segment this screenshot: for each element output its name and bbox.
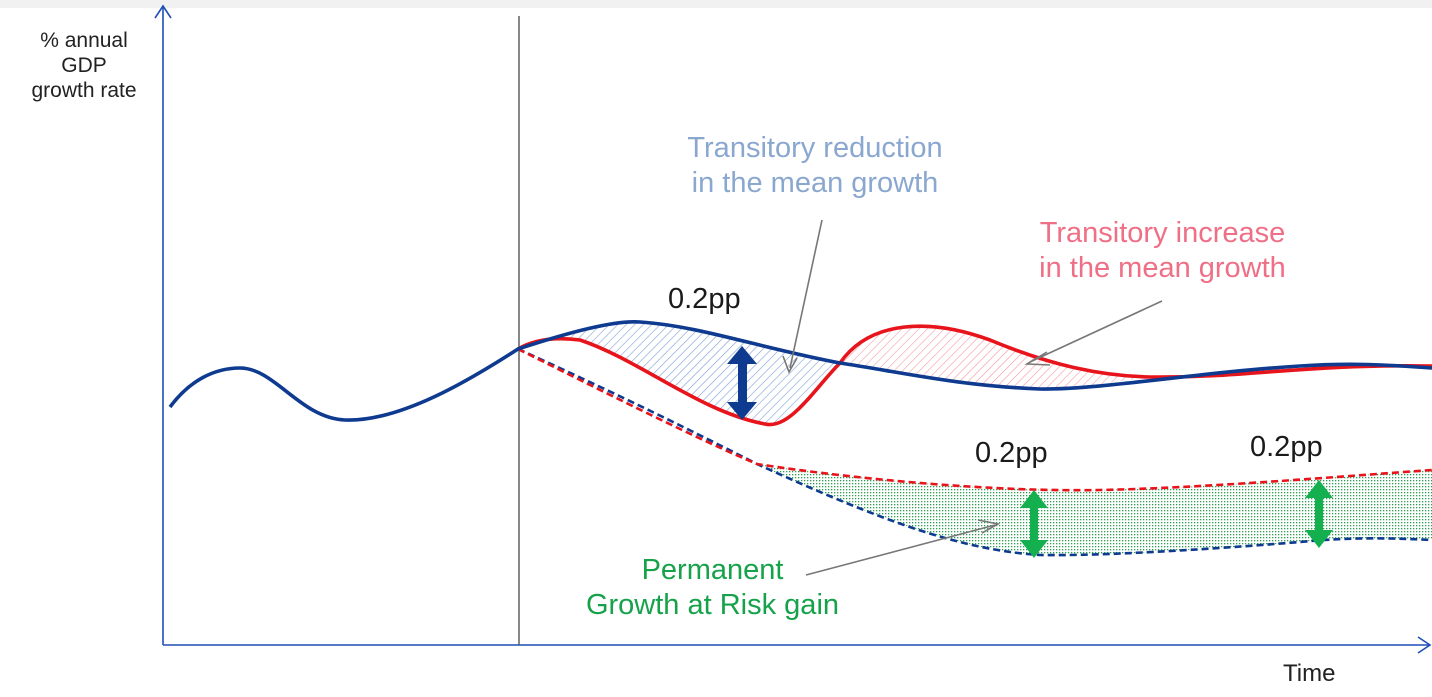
mean-gap-arrow: [727, 346, 757, 420]
transitory-reduction-line-2: in the mean growth: [691, 166, 939, 199]
transitory-reduction-annotation: Transitory reduction in the mean growth: [640, 131, 990, 201]
baseline-risk-dashed-line: [517, 347, 1432, 557]
x-axis-arrowhead: [1417, 636, 1432, 654]
permanent-gain-area: [757, 464, 1432, 556]
y-axis-label-line-2: GDP: [61, 54, 107, 78]
leader-permanent-gain: [805, 519, 1001, 576]
permanent-gain-annotation: Permanent Growth at Risk gain: [540, 553, 885, 623]
y-axis-label-line-1: % annual: [40, 29, 128, 52]
x-axis-label: Time: [1283, 660, 1336, 687]
y-axis-label: % annual GDP growth rate: [8, 28, 160, 104]
risk-gap-arrow-1: [1020, 490, 1048, 558]
leader-transitory-increase: [1024, 300, 1163, 366]
permanent-gain-line-2: Growth at Risk gain: [585, 588, 840, 621]
y-axis-arrowhead: [154, 4, 172, 19]
transitory-reduction-line-1: Transitory reduction: [687, 132, 943, 164]
y-axis-label-line-3: growth rate: [31, 79, 137, 103]
transitory-increase-line-1: Transitory increase: [1039, 217, 1286, 249]
risk-gap-label-1: 0.2pp: [975, 437, 1048, 469]
permanent-gain-line-1: Permanent: [641, 554, 784, 586]
transitory-increase-area: [840, 326, 1150, 390]
mean-gap-label: 0.2pp: [668, 283, 741, 315]
risk-gap-arrow-2: [1305, 480, 1333, 548]
top-strip: [0, 0, 1432, 8]
transitory-reduction-area: [518, 321, 840, 425]
leader-transitory-reduction: [782, 219, 823, 374]
transitory-increase-line-2: in the mean growth: [1039, 251, 1286, 284]
risk-gap-label-2: 0.2pp: [1250, 431, 1323, 463]
baseline-mean-line: [168, 319, 1432, 422]
transitory-increase-annotation: Transitory increase in the mean growth: [990, 216, 1335, 286]
